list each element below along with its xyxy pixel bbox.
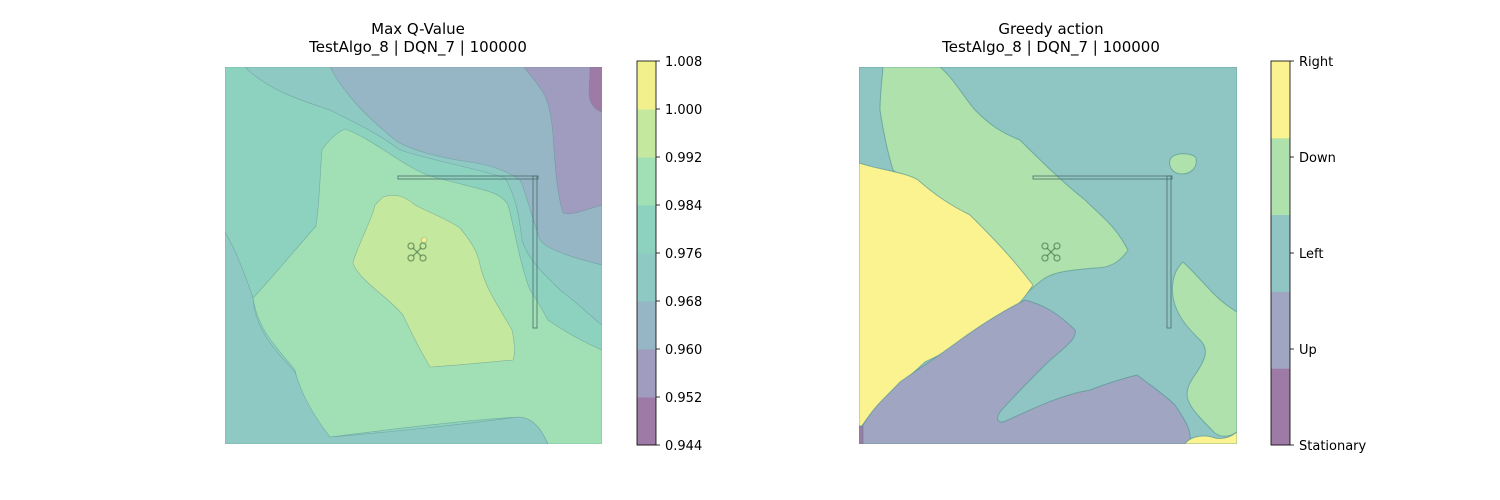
- q-colorbar-tick-label: 0.952: [665, 391, 702, 406]
- contour-band-0.992: [352, 194, 515, 368]
- action-colorbar-segment-0: [1271, 368, 1290, 446]
- q-colorbar-tick-label: 0.968: [665, 295, 702, 310]
- q-colorbar-tick-label: 0.992: [665, 151, 702, 166]
- action-colorbar-tick-label: Left: [1299, 247, 1323, 262]
- region-down-top-island: [1169, 153, 1197, 175]
- q-value-colorbar: 1.008 1.000 0.992 0.984 0.976 0.968 0.960 0.952…: [636, 55, 702, 454]
- contour-band-0.960: [329, 67, 602, 266]
- action-colorbar-tick-label: Right: [1299, 55, 1333, 70]
- wall-obstacle: [397, 175, 539, 329]
- action-colorbar-tick-label: Stationary: [1299, 439, 1367, 454]
- right-title-line1: Greedy action: [998, 20, 1103, 38]
- left-title-line1: Max Q-Value: [371, 20, 465, 38]
- q-colorbar-segment-7: [637, 61, 656, 110]
- action-colorbar-tick-label: Up: [1299, 343, 1317, 358]
- q-colorbar-tick-label: 0.944: [665, 439, 702, 454]
- drone-icon: [1041, 242, 1061, 262]
- contour-band-0.952: [523, 67, 602, 215]
- q-value-contour-plot: [225, 67, 602, 444]
- q-colorbar-tick-label: 1.008: [665, 55, 702, 70]
- q-colorbar-segment-1: [637, 349, 656, 398]
- wall-obstacle: [1032, 175, 1173, 329]
- drone-icon: [407, 242, 427, 262]
- region-up-main: [859, 299, 1191, 444]
- region-stationary-corner: [859, 425, 864, 444]
- q-colorbar-tick-label: 0.960: [665, 343, 702, 358]
- action-colorbar-segment-2: [1271, 214, 1290, 292]
- q-colorbar-tick-label: 0.976: [665, 247, 702, 262]
- q-colorbar-tick-label: 0.984: [665, 199, 702, 214]
- action-colorbar-segment-4: [1271, 61, 1290, 139]
- q-colorbar-segment-3: [637, 253, 656, 302]
- region-right-bottom: [1184, 431, 1237, 444]
- q-colorbar-segment-5: [637, 157, 656, 206]
- left-title-line2: TestAlgo_8 | DQN_7 | 100000: [308, 38, 527, 57]
- q-colorbar-tick-label: 1.000: [665, 103, 702, 118]
- contour-band-0.944: [588, 67, 602, 113]
- region-down-right: [1171, 261, 1237, 437]
- action-colorbar-tick-label: Down: [1299, 151, 1336, 166]
- action-colorbar: Right Down Left Up Stationary: [1270, 55, 1367, 454]
- q-colorbar-segment-6: [637, 109, 656, 158]
- q-colorbar-segment-2: [637, 301, 656, 350]
- q-colorbar-segment-0: [637, 397, 656, 446]
- action-colorbar-segment-1: [1271, 291, 1290, 369]
- q-colorbar-segment-4: [637, 205, 656, 254]
- region-down-main: [879, 67, 1129, 296]
- greedy-action-map: [859, 67, 1237, 444]
- right-title-line2: TestAlgo_8 | DQN_7 | 100000: [941, 38, 1160, 57]
- action-colorbar-segment-3: [1271, 137, 1290, 216]
